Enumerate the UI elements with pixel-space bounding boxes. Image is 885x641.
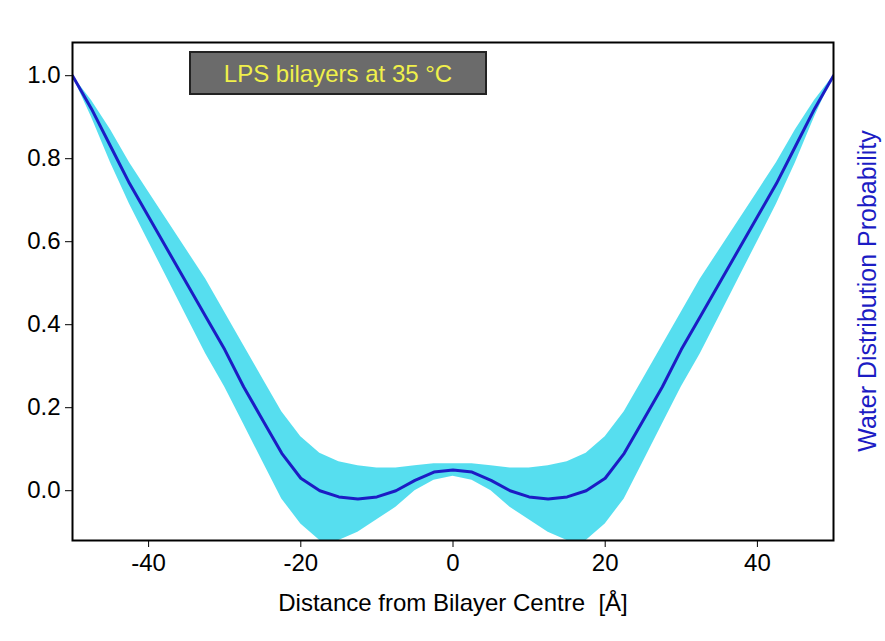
svg-text:1.0: 1.0 (27, 61, 60, 88)
svg-text:0.6: 0.6 (27, 227, 60, 254)
svg-text:-40: -40 (131, 549, 166, 576)
svg-text:LPS bilayers at 35 °C: LPS bilayers at 35 °C (224, 60, 452, 87)
svg-text:20: 20 (592, 549, 619, 576)
svg-text:-20: -20 (283, 549, 318, 576)
svg-text:40: 40 (744, 549, 771, 576)
svg-text:0.2: 0.2 (27, 393, 60, 420)
svg-text:0.8: 0.8 (27, 144, 60, 171)
svg-text:0.4: 0.4 (27, 310, 60, 337)
svg-text:Water Distribution Probability: Water Distribution Probability (853, 130, 881, 452)
svg-text:0.0: 0.0 (27, 476, 60, 503)
svg-text:0: 0 (446, 549, 459, 576)
svg-text:Distance from Bilayer Centre: Distance from Bilayer Centre [Å] (278, 589, 627, 616)
